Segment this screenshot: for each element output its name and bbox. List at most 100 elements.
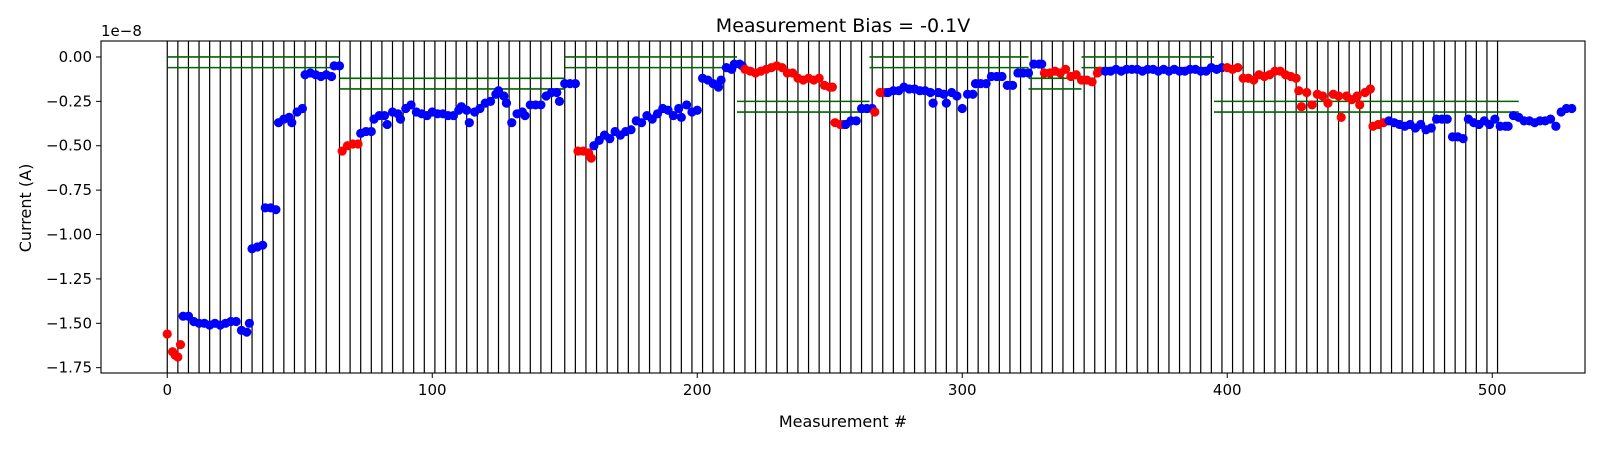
- data-point: [827, 82, 838, 92]
- y-tick-label: −1.75: [46, 359, 92, 377]
- y-tick-label: −1.25: [46, 270, 92, 288]
- plot-area: 0 100 200 300 400 500 0.00 −0.25 −0.50 −0.75 −1.00…: [46, 40, 1586, 399]
- y-tick-label: −0.50: [46, 137, 92, 155]
- data-point: [334, 61, 345, 71]
- data-point: [175, 339, 186, 350]
- data-point: [297, 103, 307, 114]
- data-point: [242, 327, 252, 337]
- data-point: [552, 87, 562, 98]
- data-point: [287, 118, 297, 128]
- data-point: [1567, 103, 1577, 114]
- data-point: [1333, 91, 1344, 101]
- data-point: [925, 87, 936, 98]
- y-axis-offset-text: 1e−8: [101, 22, 142, 40]
- data-point: [1291, 73, 1301, 83]
- data-point: [536, 100, 546, 110]
- data-point: [1426, 123, 1436, 133]
- data-point: [499, 91, 509, 101]
- data-point: [173, 352, 183, 362]
- data-point: [692, 105, 702, 115]
- data-point: [928, 98, 938, 108]
- x-tick-label: 500: [1478, 381, 1507, 399]
- data-point: [968, 89, 978, 99]
- data-point: [668, 110, 679, 121]
- data-point: [1307, 100, 1317, 110]
- data-point: [1458, 134, 1468, 144]
- x-tick-label: 300: [948, 381, 977, 399]
- data-point: [870, 107, 880, 117]
- data-point: [1037, 59, 1047, 69]
- data-point: [1294, 86, 1304, 96]
- data-point: [485, 96, 496, 106]
- data-point: [1545, 114, 1556, 124]
- x-tick-label: 100: [418, 381, 447, 399]
- data-point: [586, 153, 596, 163]
- data-point: [957, 103, 967, 114]
- data-point: [1302, 87, 1312, 98]
- data-point: [258, 240, 268, 250]
- data-point: [626, 125, 636, 135]
- data-point: [464, 118, 474, 128]
- data-point: [244, 318, 254, 328]
- data-point: [462, 105, 472, 115]
- axes-frame: [100, 40, 1586, 374]
- y-tick-label: −1.50: [46, 314, 92, 332]
- data-point: [1061, 64, 1071, 75]
- data-point: [570, 79, 580, 89]
- chart-title: Measurement Bias = -0.1V: [716, 15, 970, 37]
- data-point: [1336, 112, 1346, 122]
- y-tick-label: 0.00: [59, 48, 92, 66]
- data-point: [1490, 114, 1500, 124]
- data-point: [939, 89, 949, 99]
- y-axis-label: Current (A): [16, 164, 35, 253]
- data-point: [1355, 100, 1365, 110]
- x-axis-label: Measurement #: [779, 412, 907, 431]
- data-point: [814, 73, 824, 83]
- data-point: [395, 114, 406, 124]
- data-point: [162, 329, 172, 339]
- data-point: [1442, 114, 1452, 124]
- data-point: [981, 79, 991, 89]
- data-point: [1233, 63, 1243, 73]
- data-point: [1008, 80, 1018, 90]
- data-point: [366, 126, 376, 137]
- data-point: [554, 96, 565, 106]
- data-point: [1296, 102, 1307, 112]
- data-point: [379, 110, 390, 121]
- data-point: [682, 100, 692, 110]
- data-point: [1087, 77, 1097, 87]
- data-point: [716, 75, 726, 85]
- data-point: [382, 119, 392, 130]
- data-point: [605, 134, 615, 144]
- data-point: [326, 71, 337, 82]
- data-point: [501, 98, 512, 108]
- data-point: [507, 118, 517, 128]
- data-point: [952, 91, 962, 101]
- data-point: [1503, 121, 1513, 131]
- data-point: [1023, 68, 1034, 78]
- data-point: [1323, 98, 1333, 108]
- data-point: [851, 116, 861, 126]
- data-point: [1365, 84, 1375, 94]
- data-point: [1318, 91, 1328, 101]
- y-tick-label: −0.25: [46, 92, 92, 110]
- data-point: [231, 316, 241, 327]
- data-point: [713, 82, 724, 92]
- data-point: [941, 98, 951, 108]
- x-tick-label: 0: [162, 381, 172, 399]
- data-point: [674, 103, 684, 114]
- x-tick-label: 200: [683, 381, 712, 399]
- data-point: [271, 205, 281, 215]
- data-point: [1551, 121, 1561, 131]
- x-tick-label: 400: [1213, 381, 1242, 399]
- data-point: [406, 100, 416, 110]
- data-point: [637, 118, 647, 128]
- y-tick-label: −0.75: [46, 181, 92, 199]
- y-tick-label: −1.00: [46, 226, 92, 244]
- data-point: [1352, 91, 1362, 101]
- data-point: [353, 139, 363, 149]
- data-point: [520, 110, 530, 121]
- data-point: [997, 71, 1007, 82]
- data-point: [676, 112, 686, 122]
